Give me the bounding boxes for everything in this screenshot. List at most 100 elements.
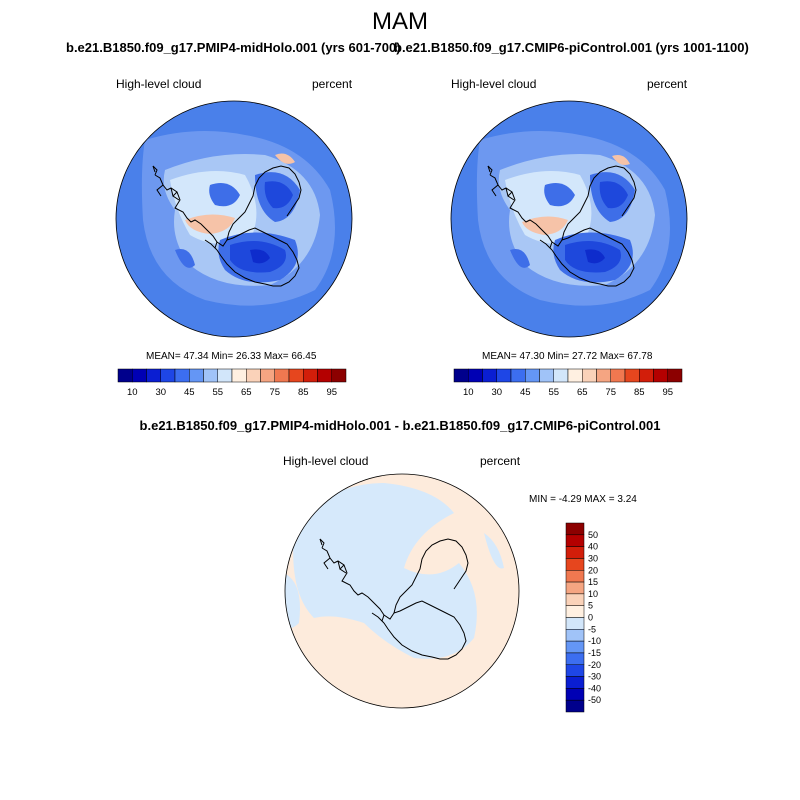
contour-peach-2 [275, 153, 295, 164]
antarctica-coastline [152, 165, 302, 287]
colorbar-swatch [525, 368, 540, 383]
colorbar-tick-label: 55 [212, 387, 223, 398]
colorbar-panel-1: 10 30 45 55 65 75 85 95 [117, 368, 347, 398]
colorbar-swatch [453, 368, 469, 383]
colorbar-swatch [303, 368, 318, 383]
colorbar-tick-label: 55 [548, 387, 559, 398]
panel-2-variable: High-level cloud [451, 77, 537, 91]
colorbar-swatch [565, 676, 585, 689]
colorbar-tick-label: 95 [326, 387, 337, 398]
diff-blue-region-2 [285, 573, 300, 628]
colorbar-swatch [246, 368, 261, 383]
colorbar-swatch [565, 522, 585, 536]
colorbar-swatch [217, 368, 233, 383]
colorbar-swatch [565, 640, 585, 654]
contour-deepest-blue [585, 249, 605, 264]
diff-blue-region-3 [484, 533, 504, 569]
contour-deep-blue-1 [599, 181, 628, 209]
colorbar-tick-label: 85 [634, 387, 645, 398]
colorbar-tick-label: -40 [588, 683, 601, 693]
map-boundary [284, 473, 520, 709]
colorbar-swatch [653, 368, 668, 383]
colorbar-swatch [496, 368, 512, 383]
colorbar-tick-label: 65 [241, 387, 252, 398]
panel-1-variable: High-level cloud [116, 77, 202, 91]
panel-3-variable: High-level cloud [283, 454, 369, 468]
colorbar-swatch [539, 368, 554, 383]
antarctica-coastline [487, 165, 637, 287]
map-panel-1 [115, 100, 353, 338]
colorbar-swatch [667, 368, 683, 383]
colorbar-swatch [331, 368, 347, 383]
panel-3-stats: MIN = -4.29 MAX = 3.24 [529, 494, 637, 505]
panel-3-title: b.e21.B1850.f09_g17.PMIP4-midHolo.001 - … [139, 418, 661, 433]
colorbar-tick-label: 30 [588, 553, 598, 563]
colorbar-swatch [317, 368, 332, 383]
antarctica-coastline [319, 538, 469, 660]
colorbar-swatch [260, 368, 275, 383]
colorbar-tick-label: 30 [155, 387, 166, 398]
colorbar-swatch [565, 570, 585, 583]
contour-peach [522, 216, 568, 235]
panel-2-units: percent [647, 77, 688, 91]
colorbar-swatch [565, 581, 585, 595]
colorbar-tick-label: -50 [588, 695, 601, 705]
colorbar-swatch [565, 546, 585, 559]
colorbar-swatch [567, 368, 583, 383]
colorbar-swatch [565, 534, 585, 547]
colorbar-tick-label: 10 [127, 387, 138, 398]
colorbar-swatch [160, 368, 176, 383]
contour-deep-blue-1 [264, 181, 293, 209]
colorbar-swatch [274, 368, 290, 383]
colorbar-swatch [565, 558, 585, 571]
colorbar-swatch [565, 629, 585, 642]
figure-title: MAM [372, 8, 428, 35]
colorbar-tick-label: 10 [588, 589, 598, 599]
colorbar-swatch [624, 368, 640, 383]
colorbar-swatch [146, 368, 161, 383]
contour-medium-blue-4 [175, 249, 195, 268]
colorbar-swatch [565, 605, 585, 618]
panel-1-title: b.e21.B1850.f09_g17.PMIP4-midHolo.001 (y… [66, 40, 401, 55]
colorbar-tick-label: 40 [588, 542, 598, 552]
panel-2-stats: MEAN= 47.30 Min= 27.72 Max= 67.78 [482, 351, 653, 362]
colorbar-swatch [610, 368, 626, 383]
antarctic-peninsula [319, 538, 347, 574]
diff-peach-inner [419, 541, 449, 557]
colorbar-tick-label: 45 [520, 387, 531, 398]
colorbar-swatch [565, 593, 585, 606]
colorbar-swatch [639, 368, 654, 383]
colorbar-tick-label: 0 [588, 613, 593, 623]
colorbar-tick-label: 10 [463, 387, 474, 398]
panel-1-stats: MEAN= 47.34 Min= 26.33 Max= 66.45 [146, 351, 317, 362]
contour-deepest-blue [250, 249, 270, 264]
colorbar-swatch [565, 652, 585, 665]
colorbar-swatch [553, 368, 569, 383]
colorbar-swatch [132, 368, 147, 383]
colorbar-tick-label: 5 [588, 601, 593, 611]
colorbar-swatch [565, 617, 585, 630]
antarctic-peninsula [487, 165, 515, 201]
colorbar-swatch [174, 368, 190, 383]
colorbar-tick-label: 30 [491, 387, 502, 398]
colorbar-swatch [582, 368, 597, 383]
colorbar-tick-label: 85 [298, 387, 309, 398]
colorbar-tick-label: 75 [605, 387, 616, 398]
map-boundary [450, 100, 688, 338]
colorbar-swatch [565, 688, 585, 701]
colorbar-tick-label: -15 [588, 648, 601, 658]
panel-1-units: percent [312, 77, 353, 91]
colorbar-tick-label: 45 [184, 387, 195, 398]
colorbar-swatch [231, 368, 247, 383]
contour-peach-2 [612, 155, 630, 165]
colorbar-swatch [565, 699, 585, 713]
map-boundary [115, 100, 353, 338]
panel-3-units: percent [480, 454, 521, 468]
contour-medium-blue-4 [510, 249, 530, 268]
map-panel-2 [450, 100, 688, 338]
contour-medium-blue-3 [544, 182, 575, 207]
colorbar-swatch [510, 368, 526, 383]
colorbar-swatch [288, 368, 304, 383]
contour-peach [185, 214, 235, 234]
